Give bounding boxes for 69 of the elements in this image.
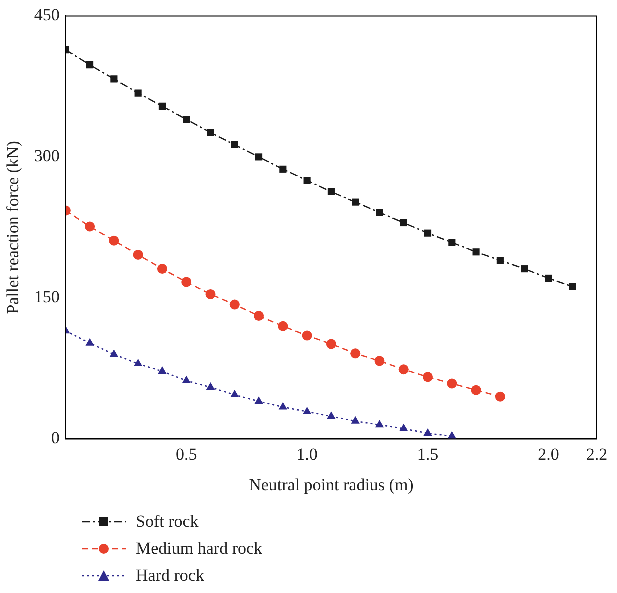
point [183, 116, 190, 124]
point [302, 330, 312, 341]
point [472, 248, 480, 256]
point [351, 416, 360, 424]
point [374, 356, 385, 366]
point [400, 219, 408, 227]
point [86, 338, 94, 346]
point [545, 274, 552, 282]
point [304, 177, 311, 184]
point [521, 266, 528, 273]
point [134, 359, 143, 366]
point [158, 366, 167, 374]
point [350, 348, 361, 359]
point [424, 428, 432, 436]
point [471, 385, 482, 396]
y-axis-title: Pallet reaction force (kN) [4, 141, 23, 314]
point [110, 76, 118, 83]
point [254, 311, 264, 322]
legend-label: Medium hard rock [136, 538, 263, 558]
x-axis-title: Neutral point radius (m) [249, 475, 414, 494]
point [254, 396, 264, 404]
legend-label: Hard rock [136, 566, 204, 586]
point [278, 402, 288, 410]
point [327, 412, 336, 420]
point [495, 392, 506, 402]
point [133, 250, 144, 260]
x-tick-label: 2.2 [586, 444, 608, 464]
point [375, 420, 384, 428]
point [569, 283, 576, 290]
point [157, 264, 168, 274]
point [182, 376, 191, 384]
point [448, 239, 456, 246]
point [398, 364, 409, 375]
point [328, 188, 335, 196]
legend-label: Soft rock [136, 512, 199, 532]
y-tick-label: 300 [34, 146, 60, 166]
point [230, 300, 240, 310]
point [280, 166, 287, 173]
point [278, 321, 288, 332]
point [423, 372, 434, 382]
y-tick-label: 450 [34, 6, 60, 25]
point [110, 350, 119, 358]
point [230, 390, 240, 398]
point [424, 230, 432, 237]
point [182, 277, 192, 288]
point [85, 222, 96, 232]
point [448, 431, 456, 439]
point [207, 129, 214, 136]
x-tick-label: 1.0 [296, 444, 318, 464]
point [352, 198, 360, 206]
point [400, 424, 408, 432]
x-tick-label: 2.0 [538, 444, 560, 464]
point [206, 289, 216, 300]
point [496, 257, 504, 264]
point [255, 154, 263, 161]
point [158, 102, 166, 110]
point [86, 62, 94, 69]
point [134, 90, 142, 97]
x-tick-label: 0.5 [176, 444, 198, 464]
point [326, 339, 336, 350]
x-tick-label: 1.5 [417, 444, 439, 464]
point [447, 378, 458, 389]
point [206, 382, 216, 390]
point [109, 236, 120, 246]
point [302, 406, 312, 414]
point [231, 141, 238, 149]
point [376, 209, 384, 216]
y-tick-label: 150 [34, 288, 60, 307]
y-tick-label: 0 [51, 428, 60, 448]
